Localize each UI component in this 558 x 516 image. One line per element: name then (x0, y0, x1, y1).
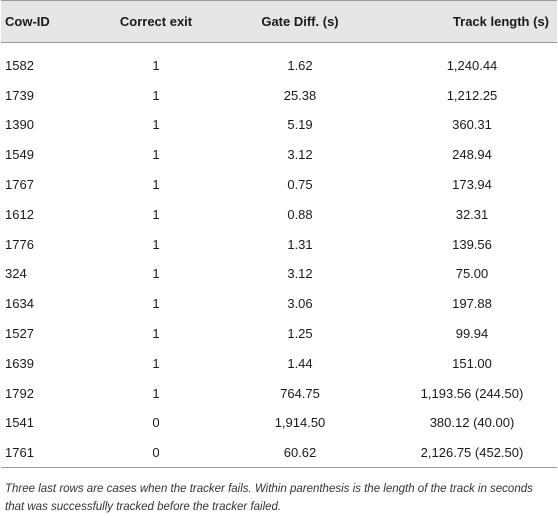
cell-track-length: 1,193.56 (244.50) (420, 385, 524, 401)
cell-cow-id: 1639 (5, 355, 34, 371)
cell-correct-exit: 1 (152, 236, 160, 252)
table-row: 1527 1 1.25 99.94 (1, 319, 557, 349)
cell-track-length: 380.12 (40.00) (429, 415, 515, 431)
cell-gate-diff: 25.38 (283, 87, 317, 103)
cell-gate-diff: 0.75 (287, 177, 313, 193)
cow-tracking-table: Cow-ID Correct exit Gate Diff. (s) Track… (1, 0, 557, 468)
cell-cow-id: 1776 (5, 236, 34, 252)
header-correct-exit: Correct exit (119, 14, 193, 29)
cell-cow-id: 324 (5, 266, 27, 282)
cell-gate-diff: 3.06 (287, 296, 313, 312)
cell-correct-exit: 0 (152, 415, 160, 431)
cell-track-length: 173.94 (452, 177, 492, 193)
cell-correct-exit: 0 (152, 445, 160, 460)
cell-correct-exit: 1 (152, 117, 160, 133)
cell-track-length: 248.94 (452, 147, 492, 163)
cell-gate-diff: 60.62 (283, 445, 317, 460)
header-track-length: Track length (s) (452, 14, 549, 29)
cell-cow-id: 1767 (5, 177, 34, 193)
cell-cow-id: 1527 (5, 326, 34, 342)
spacer-row (1, 43, 557, 51)
cell-correct-exit: 1 (152, 87, 160, 103)
cell-correct-exit: 1 (152, 385, 160, 401)
cell-track-length: 360.31 (452, 117, 492, 133)
cell-track-length: 1,240.44 (446, 57, 498, 73)
cell-cow-id: 1792 (5, 385, 34, 401)
cell-gate-diff: 1.25 (287, 326, 313, 342)
cell-track-length: 197.88 (452, 296, 492, 312)
cell-cow-id: 1634 (5, 296, 34, 312)
table-row: 1390 1 5.19 360.31 (1, 110, 557, 140)
table-row: 1792 1 764.75 1,193.56 (244.50) (1, 378, 557, 408)
table-row: 1549 1 3.12 248.94 (1, 140, 557, 170)
cell-gate-diff: 764.75 (280, 385, 320, 401)
cell-gate-diff: 0.88 (287, 206, 313, 222)
cell-correct-exit: 1 (152, 206, 160, 222)
cell-gate-diff: 5.19 (287, 117, 313, 133)
cell-track-length: 151.00 (452, 355, 492, 371)
cell-correct-exit: 1 (152, 355, 160, 371)
cell-cow-id: 1582 (5, 57, 34, 73)
table-row: 1767 1 0.75 173.94 (1, 170, 557, 200)
cell-correct-exit: 1 (152, 147, 160, 163)
cell-gate-diff: 1.31 (287, 236, 313, 252)
table-row: 1612 1 0.88 32.31 (1, 199, 557, 229)
cell-correct-exit: 1 (152, 177, 160, 193)
cell-cow-id: 1390 (5, 117, 34, 133)
cell-gate-diff: 1.62 (287, 57, 313, 73)
cell-track-length: 139.56 (452, 236, 492, 252)
table-row: 1582 1 1.62 1,240.44 (1, 51, 557, 81)
header-gate-diff: Gate Diff. (s) (261, 14, 339, 29)
table-body: 1582 1 1.62 1,240.44 1739 1 25.38 1,212.… (1, 43, 557, 468)
table-row: 1761 0 60.62 2,126.75 (452.50) (1, 438, 557, 468)
table-row: 1634 1 3.06 197.88 (1, 289, 557, 319)
cell-gate-diff: 3.12 (287, 266, 313, 282)
table-header-row: Cow-ID Correct exit Gate Diff. (s) Track… (1, 0, 557, 43)
cell-gate-diff: 1.44 (287, 355, 313, 371)
cell-gate-diff: 3.12 (287, 147, 313, 163)
cell-track-length: 1,212.25 (446, 87, 498, 103)
cell-cow-id: 1761 (5, 445, 34, 460)
cell-cow-id: 1739 (5, 87, 34, 103)
header-cow-id: Cow-ID (5, 14, 50, 29)
cell-correct-exit: 1 (152, 57, 160, 73)
table-row: 324 1 3.12 75.00 (1, 259, 557, 289)
cell-cow-id: 1541 (5, 415, 34, 431)
cell-track-length: 32.31 (455, 206, 489, 222)
cell-correct-exit: 1 (152, 326, 160, 342)
table-row: 1541 0 1,914.50 380.12 (40.00) (1, 408, 557, 438)
cell-correct-exit: 1 (152, 266, 160, 282)
table-row: 1739 1 25.38 1,212.25 (1, 80, 557, 110)
table-row: 1776 1 1.31 139.56 (1, 229, 557, 259)
table-footnote: Three last rows are cases when the track… (5, 483, 533, 514)
table-row: 1639 1 1.44 151.00 (1, 348, 557, 378)
cell-gate-diff: 1,914.50 (274, 415, 326, 431)
cell-track-length: 75.00 (455, 266, 489, 282)
cell-track-length: 99.94 (455, 326, 489, 342)
cell-cow-id: 1549 (5, 147, 34, 163)
cell-correct-exit: 1 (152, 296, 160, 312)
cell-cow-id: 1612 (5, 206, 34, 222)
cell-track-length: 2,126.75 (452.50) (420, 445, 524, 460)
